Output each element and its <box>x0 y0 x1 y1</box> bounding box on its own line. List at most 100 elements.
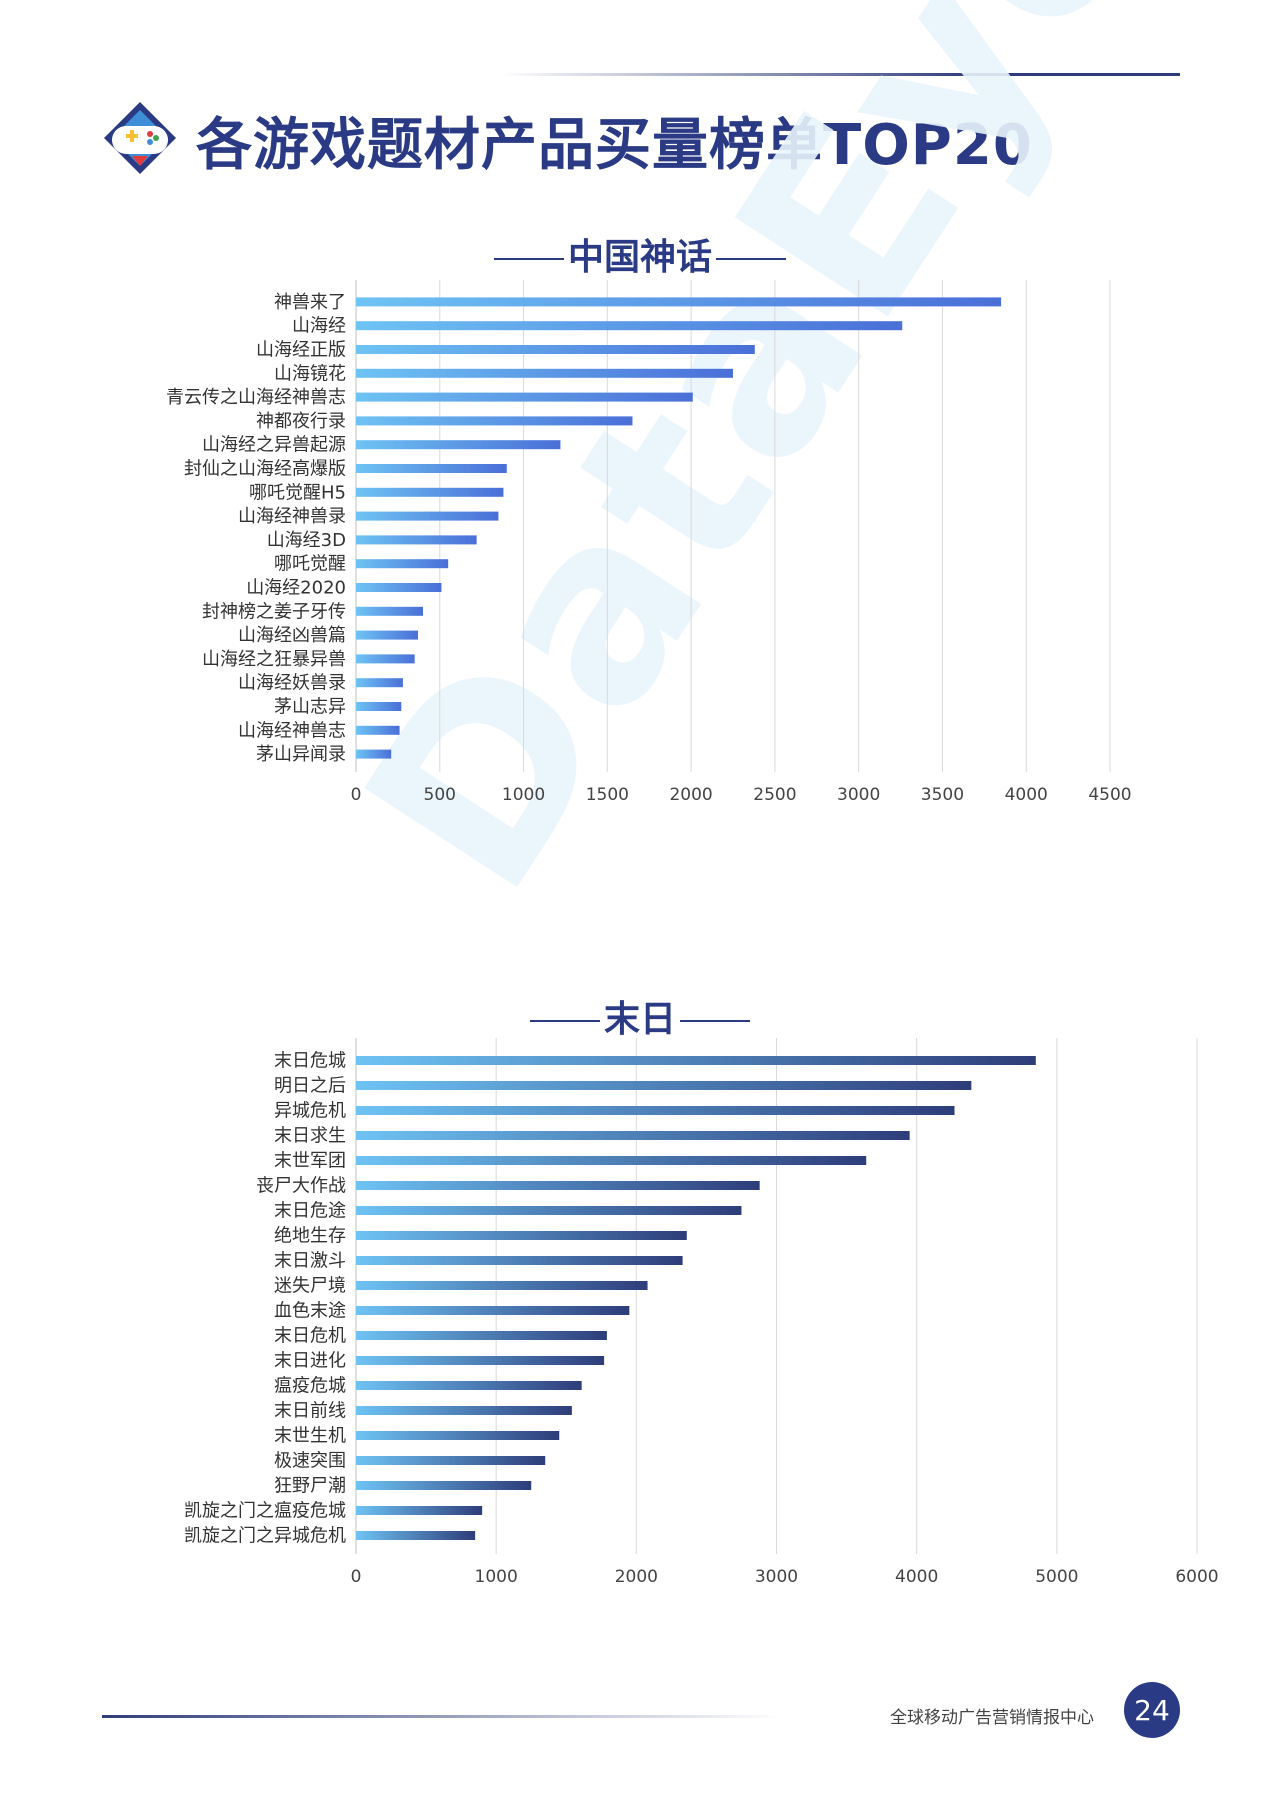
bar <box>356 1506 483 1515</box>
chart-1: 0 500 1000 1500 2000 2500 3000 3500 4000 4500 神兽来了… <box>166 280 1132 805</box>
category-label: 山海经2020 <box>246 578 346 599</box>
category-label: 青云传之山海经神兽志 <box>166 387 346 408</box>
title-line-left <box>529 1020 600 1022</box>
category-label: 末世生机 <box>274 1426 346 1447</box>
chart-2: 0 1000 2000 3000 4000 5000 6000 末日危城明日之后异城危机末日求… <box>184 1038 1219 1587</box>
x-tick-label: 2500 <box>753 785 796 805</box>
bar <box>356 1256 683 1265</box>
bar <box>356 559 449 569</box>
x-tick-label: 3000 <box>837 785 880 805</box>
bar <box>356 392 693 402</box>
category-label: 山海经妖兽录 <box>238 673 346 694</box>
category-label: 神都夜行录 <box>256 411 346 432</box>
bar <box>356 1481 532 1490</box>
category-label: 神兽来了 <box>274 292 346 313</box>
category-label: 凯旋之门之瘟疫危城 <box>184 1501 346 1522</box>
bar <box>356 1156 867 1165</box>
category-label: 末日危途 <box>274 1201 346 1222</box>
x-tick-label: 500 <box>424 785 456 805</box>
bar <box>356 678 403 688</box>
category-label: 封仙之山海经高爆版 <box>184 459 346 480</box>
title-line-right <box>716 258 786 260</box>
bar <box>356 654 415 664</box>
category-label: 明日之后 <box>274 1076 346 1097</box>
x-tick-label: 6000 <box>1175 1567 1218 1587</box>
bar <box>356 1456 546 1465</box>
x-tick-label: 3500 <box>921 785 964 805</box>
bar <box>356 749 392 759</box>
x-tick-label: 2000 <box>615 1567 658 1587</box>
category-label: 末日进化 <box>274 1351 346 1372</box>
category-label: 血色末途 <box>274 1301 346 1322</box>
bar <box>356 1406 572 1415</box>
category-label: 封神榜之姜子牙传 <box>202 601 346 622</box>
bar <box>356 1231 687 1240</box>
bar <box>356 1081 972 1090</box>
footer-rule <box>102 1715 782 1718</box>
category-label: 山海经3D <box>267 530 346 551</box>
bar <box>356 1306 630 1315</box>
bar <box>356 725 400 735</box>
chart-1-title: 中国神话 <box>567 237 712 278</box>
category-label: 末日激斗 <box>274 1251 346 1272</box>
top-rule <box>500 73 1180 76</box>
bar <box>356 1531 476 1540</box>
x-tick-label: 5000 <box>1035 1567 1078 1587</box>
category-label: 丧尸大作战 <box>256 1176 346 1197</box>
category-label: 哪吒觉醒H5 <box>249 482 346 503</box>
bar <box>356 321 903 331</box>
category-label: 末日危机 <box>274 1326 346 1347</box>
category-label: 极速突围 <box>274 1451 346 1472</box>
x-tick-label: 3000 <box>755 1567 798 1587</box>
category-label: 末日危城 <box>274 1051 346 1072</box>
x-tick-label: 1000 <box>475 1567 518 1587</box>
bar <box>356 1281 648 1290</box>
bar <box>356 511 499 521</box>
bar <box>356 1331 607 1340</box>
title-line-left <box>493 258 564 260</box>
page-title: 各游戏题材产品买量榜单TOP20 <box>196 113 1033 178</box>
bar <box>356 464 507 473</box>
title-line-right <box>680 1020 750 1022</box>
x-tick-label: 0 <box>351 785 362 805</box>
category-label: 瘟疫危城 <box>274 1376 346 1397</box>
bar <box>356 606 424 616</box>
category-label: 末日求生 <box>274 1126 346 1147</box>
bar <box>356 1381 582 1390</box>
bar <box>356 416 633 426</box>
x-tick-label: 4000 <box>895 1567 938 1587</box>
x-tick-label: 1000 <box>502 785 545 805</box>
category-label: 山海经之异兽起源 <box>202 435 346 456</box>
bar <box>356 368 733 378</box>
bar <box>356 1131 910 1140</box>
x-tick-label: 4500 <box>1088 785 1131 805</box>
x-tick-label: 2000 <box>669 785 712 805</box>
gamepad-logo-icon <box>104 102 176 174</box>
category-label: 山海经凶兽篇 <box>238 625 346 646</box>
bar <box>356 297 1002 307</box>
chart-2-title: 末日 <box>603 999 676 1040</box>
chart-1-title-wrap: 中国神话 <box>0 228 1280 280</box>
category-label: 末日前线 <box>274 1401 346 1422</box>
chart-2-title-wrap: 末日 <box>0 990 1280 1042</box>
category-label: 哪吒觉醒 <box>274 554 346 575</box>
bar <box>356 1431 560 1440</box>
bar <box>356 1181 760 1190</box>
footer-text: 全球移动广告营销情报中心 <box>890 1708 1094 1728</box>
bar <box>356 630 418 640</box>
category-label: 茅山志异 <box>274 697 346 718</box>
category-label: 迷失尸境 <box>274 1276 346 1297</box>
x-tick-label: 1500 <box>586 785 629 805</box>
category-label: 茅山异闻录 <box>256 744 346 765</box>
bar <box>356 583 442 592</box>
category-label: 绝地生存 <box>274 1226 346 1247</box>
category-label: 狂野尸潮 <box>274 1476 346 1497</box>
bar <box>356 440 561 450</box>
category-label: 异城危机 <box>274 1101 346 1122</box>
x-tick-label: 0 <box>351 1567 362 1587</box>
bar <box>356 1056 1036 1065</box>
bar <box>356 1356 605 1365</box>
category-label: 山海经之狂暴异兽 <box>202 649 346 670</box>
bar <box>356 535 477 545</box>
category-label: 山海经神兽录 <box>238 506 346 527</box>
